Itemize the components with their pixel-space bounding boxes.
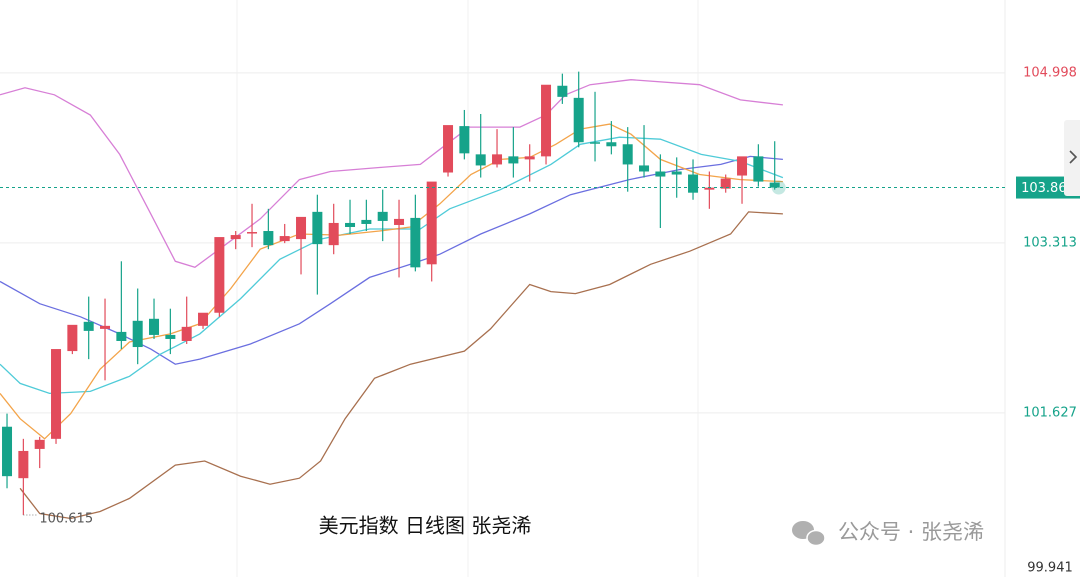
candle-body bbox=[67, 324, 78, 352]
candle-body bbox=[247, 232, 258, 234]
candle-body bbox=[230, 235, 241, 240]
candles bbox=[2, 71, 780, 516]
candle-body bbox=[737, 156, 748, 176]
candle-body bbox=[165, 334, 176, 339]
candle-body bbox=[622, 144, 633, 165]
candle-body bbox=[443, 125, 454, 173]
candle-body bbox=[345, 222, 356, 227]
candle-body bbox=[753, 156, 764, 182]
candle-body bbox=[198, 312, 209, 326]
candle-body bbox=[132, 320, 143, 348]
candle-body bbox=[524, 156, 535, 160]
candle-body bbox=[590, 142, 601, 144]
candle-body bbox=[18, 450, 29, 479]
candle-body bbox=[492, 154, 503, 165]
grid bbox=[0, 72, 1005, 414]
candle-body bbox=[606, 142, 617, 147]
candle-body bbox=[181, 326, 192, 341]
candle-body bbox=[100, 325, 111, 329]
candle-body bbox=[296, 216, 307, 240]
y-tick-label: 103.313 bbox=[1023, 235, 1077, 250]
candle-body bbox=[720, 178, 731, 189]
candle-body bbox=[573, 97, 584, 143]
candle-body bbox=[688, 174, 699, 193]
watermark-icon bbox=[792, 521, 826, 547]
candle-body bbox=[394, 218, 405, 225]
candle-body bbox=[361, 219, 372, 224]
candle-body bbox=[639, 165, 650, 172]
candle-body bbox=[655, 171, 666, 177]
chart-title: 美元指数 日线图 张尧浠 bbox=[319, 514, 532, 538]
candle-body bbox=[671, 171, 682, 175]
watermark: 公众号 · 张尧浠 bbox=[838, 520, 984, 544]
y-tick-label: 104.998 bbox=[1023, 65, 1077, 80]
candle-body bbox=[328, 222, 339, 246]
y-tick-label: 99.941 bbox=[1027, 561, 1073, 576]
candle-body bbox=[279, 236, 290, 242]
indicator-line bbox=[19, 211, 783, 520]
indicator-line bbox=[0, 123, 783, 440]
indicators bbox=[0, 79, 784, 520]
candle-body bbox=[34, 439, 45, 449]
indicator-line bbox=[0, 136, 784, 395]
candle-body bbox=[2, 426, 13, 477]
candle-body bbox=[475, 154, 486, 166]
indicator-line bbox=[0, 79, 783, 269]
candle-body bbox=[557, 85, 568, 97]
low-label: 100.615 bbox=[39, 512, 93, 527]
labels: 99.941 101.627 103.313 104.998 103.861 100.61… bbox=[0, 65, 1080, 576]
candle-body bbox=[410, 217, 421, 268]
candle-body bbox=[508, 156, 519, 164]
candle-body bbox=[263, 231, 274, 246]
y-tick-label: 101.627 bbox=[1023, 405, 1077, 420]
candle-body bbox=[704, 187, 715, 190]
candle-body bbox=[459, 126, 470, 154]
candle-body bbox=[426, 181, 437, 265]
scroll-button[interactable] bbox=[1064, 120, 1080, 196]
candle-body bbox=[769, 182, 780, 188]
candle-body bbox=[541, 84, 552, 157]
candle-body bbox=[312, 211, 323, 245]
current-price-glow bbox=[771, 180, 786, 195]
current-price-label: 103.861 bbox=[1021, 181, 1075, 196]
candle-body bbox=[214, 237, 225, 313]
candle-body bbox=[149, 318, 160, 335]
candle-body bbox=[116, 331, 127, 341]
candle-body bbox=[83, 321, 94, 331]
candle-body bbox=[51, 349, 62, 439]
candle-body bbox=[377, 211, 388, 221]
